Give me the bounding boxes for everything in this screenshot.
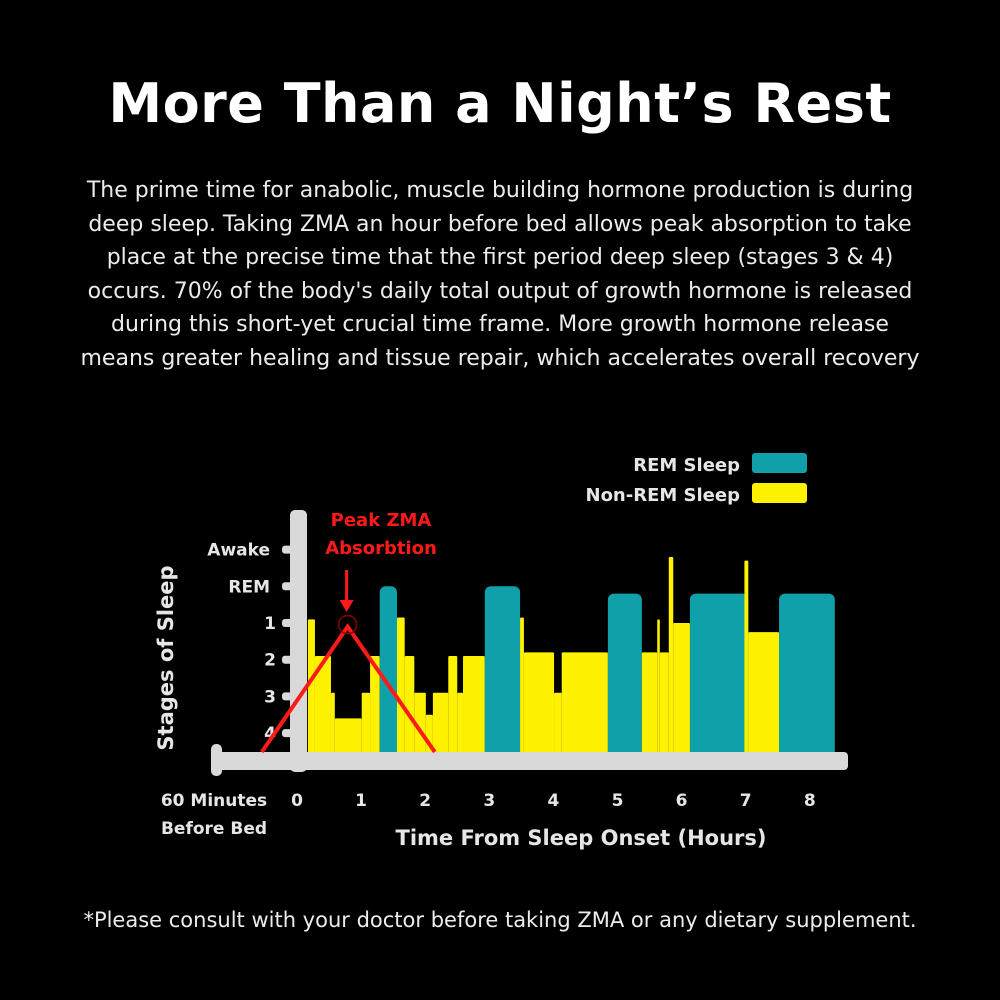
description-line: means greater healing and tissue repair,…: [80, 345, 920, 371]
y-axis-title: Stages of Sleep: [154, 565, 178, 750]
y-tick-label: 3: [264, 687, 276, 707]
x-tick-label: 3: [483, 791, 495, 811]
nonrem-segment: [414, 692, 426, 760]
x-tick-label: 1: [355, 791, 367, 811]
peak-annotation: [260, 570, 437, 754]
nonrem-segment: [314, 656, 331, 760]
legend-swatch-rem: [752, 453, 807, 473]
rem-segment: [607, 593, 642, 760]
annotation-label-line2: Absorbtion: [325, 538, 437, 559]
y-tick-mark: [282, 619, 294, 627]
x-axis-title: Time From Sleep Onset (Hours): [396, 826, 767, 850]
rem-segment: [484, 586, 521, 760]
legend-label-rem: REM Sleep: [633, 455, 740, 476]
pre-bed-label-line1: 60 Minutes: [161, 791, 267, 811]
legend-swatch-nonrem: [752, 483, 807, 503]
x-tick-label: 5: [612, 791, 624, 811]
nonrem-segment: [330, 692, 335, 760]
nonrem-segment: [657, 619, 660, 760]
y-tick-mark: [282, 582, 294, 591]
y-tick-mark: [282, 692, 294, 701]
x-tick-label: 2: [419, 791, 431, 811]
nonrem-segment: [404, 656, 415, 760]
nonrem-segment: [396, 617, 405, 760]
arrow-head-icon: [339, 600, 354, 612]
rem-segment: [779, 593, 835, 760]
disclaimer: *Please consult with your doctor before …: [83, 908, 917, 932]
nonrem-segment: [463, 656, 485, 760]
x-tick-label: 4: [547, 791, 559, 811]
nonrem-segment: [457, 692, 464, 760]
nonrem-segment: [668, 556, 674, 760]
x-tick-labels: 0 1 2 3 4 5 6 7 8: [291, 791, 816, 811]
annotation-label-line1: Peak ZMA: [331, 510, 432, 531]
nonrem-segment: [448, 656, 458, 760]
page-title: More Than a Night’s Rest: [108, 72, 892, 135]
x-tick-label: 0: [291, 791, 303, 811]
y-tick-label: REM: [228, 577, 270, 597]
nonrem-segment: [523, 652, 555, 760]
description-paragraph: The prime time for anabolic, muscle buil…: [0, 174, 1000, 375]
y-tick-label: 2: [264, 651, 276, 671]
description-line: place at the precise time that the first…: [106, 245, 894, 270]
y-tick-mark: [282, 729, 294, 738]
nonrem-segment: [334, 718, 362, 760]
nonrem-segment: [307, 619, 315, 760]
description-line: deep sleep. Taking ZMA an hour before be…: [88, 211, 912, 237]
y-tick-label: 4: [264, 724, 276, 744]
x-tick-label: 7: [740, 791, 752, 811]
y-tick-label: Awake: [207, 541, 270, 561]
absorption-curve: [260, 623, 437, 754]
nonrem-segment: [748, 632, 780, 760]
nonrem-segment: [554, 692, 562, 760]
nonrem-segment: [520, 617, 524, 760]
pre-bed-label-line2: Before Bed: [161, 819, 267, 839]
description-line: The prime time for anabolic, muscle buil…: [86, 178, 914, 203]
nonrem-segment: [641, 652, 658, 760]
nonrem-segment: [673, 623, 690, 760]
y-tick-labels: Awake REM 1 2 3 4: [207, 541, 294, 744]
sleep-segments: [307, 556, 835, 760]
x-axis-line: [212, 752, 848, 770]
rem-segment: [689, 593, 749, 760]
x-tick-label: 8: [804, 791, 816, 811]
peak-marker: [337, 614, 358, 635]
description-line: during this short-yet crucial time frame…: [111, 312, 889, 337]
nonrem-segment: [744, 560, 749, 760]
x-axis-cap: [211, 744, 222, 776]
y-tick-label: 1: [264, 614, 276, 634]
nonrem-segment: [370, 656, 380, 760]
x-tick-label: 6: [676, 791, 688, 811]
chart-axes: [211, 510, 848, 776]
legend-label-nonrem: Non-REM Sleep: [586, 485, 741, 506]
nonrem-segment: [361, 692, 371, 760]
description-line: occurs. 70% of the body's daily total ou…: [87, 278, 913, 304]
y-tick-mark: [282, 545, 294, 554]
nonrem-segment: [432, 692, 449, 760]
nonrem-segment: [659, 652, 669, 760]
y-tick-mark: [282, 655, 294, 664]
rem-segment: [379, 586, 397, 760]
nonrem-segment: [561, 652, 608, 760]
